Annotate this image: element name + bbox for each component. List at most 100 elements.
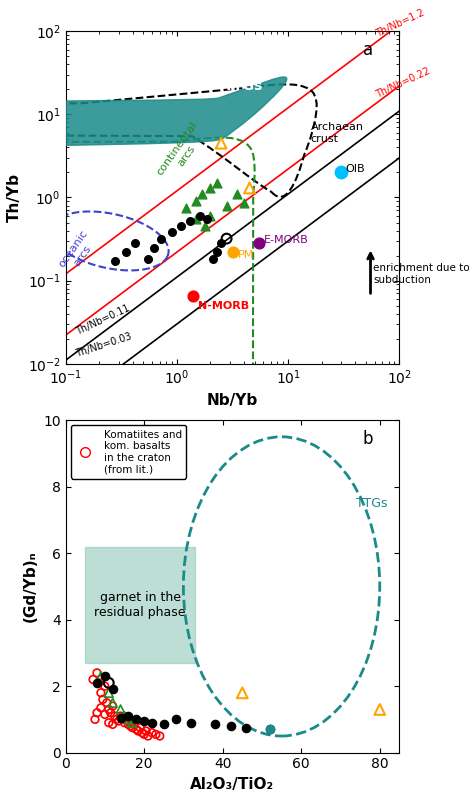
Text: a: a xyxy=(363,42,373,59)
Text: Th/Nb=1.2: Th/Nb=1.2 xyxy=(375,8,427,39)
Point xyxy=(113,713,120,725)
Point xyxy=(97,702,105,714)
Point xyxy=(187,717,195,729)
Point xyxy=(105,686,112,699)
Point xyxy=(135,725,142,737)
Text: Th/Nb=0.22: Th/Nb=0.22 xyxy=(375,66,432,99)
Y-axis label: Th/Yb: Th/Yb xyxy=(7,173,22,222)
Point xyxy=(199,188,206,201)
Point xyxy=(172,713,179,725)
Point xyxy=(182,201,190,214)
Point xyxy=(109,683,117,696)
Point xyxy=(192,195,200,208)
Point xyxy=(213,177,221,189)
Point xyxy=(97,686,105,699)
Point xyxy=(209,253,217,266)
Point xyxy=(117,703,124,716)
Point xyxy=(132,713,140,725)
Point xyxy=(201,220,209,233)
Point xyxy=(144,253,152,266)
Text: TTGs: TTGs xyxy=(356,497,388,510)
Text: PM: PM xyxy=(237,250,254,260)
Point xyxy=(266,722,273,735)
Point xyxy=(107,706,115,719)
Point xyxy=(376,703,383,716)
Legend: Komatiites and
kom. basalts
in the craton
(from lit.): Komatiites and kom. basalts in the crato… xyxy=(71,425,186,479)
Point xyxy=(238,686,246,699)
Point xyxy=(131,237,139,250)
Point xyxy=(128,717,136,729)
Point xyxy=(140,714,148,727)
Point xyxy=(128,721,136,734)
X-axis label: Nb/Yb: Nb/Yb xyxy=(207,393,258,407)
Point xyxy=(196,209,203,222)
Point xyxy=(138,726,146,739)
Point xyxy=(103,697,110,710)
Point xyxy=(266,722,273,735)
Point xyxy=(207,209,214,222)
Point xyxy=(105,677,112,690)
Point xyxy=(121,717,128,729)
Point xyxy=(213,246,221,259)
Point xyxy=(234,188,241,201)
Point xyxy=(125,713,132,725)
Point xyxy=(148,726,156,739)
Point xyxy=(111,255,119,268)
Text: E-MORB: E-MORB xyxy=(264,236,309,245)
Point xyxy=(118,713,126,725)
Point xyxy=(337,166,345,179)
Point xyxy=(203,213,210,225)
Point xyxy=(229,246,237,259)
Point xyxy=(160,718,167,731)
Point xyxy=(101,680,109,693)
Point xyxy=(122,246,130,259)
Point xyxy=(207,181,214,194)
Ellipse shape xyxy=(0,77,287,176)
Point xyxy=(223,199,230,212)
Text: oceanic
arcs: oceanic arcs xyxy=(57,229,100,276)
Text: N-MORB: N-MORB xyxy=(198,301,249,311)
Point xyxy=(137,721,144,734)
Point xyxy=(227,720,234,733)
Point xyxy=(140,728,148,741)
Point xyxy=(189,290,197,303)
Text: enrichment due to
subduction: enrichment due to subduction xyxy=(373,263,470,284)
Point xyxy=(168,226,175,239)
Point xyxy=(123,711,130,724)
Text: Archaean
crust: Archaean crust xyxy=(311,122,364,144)
Point xyxy=(121,710,128,722)
Point xyxy=(192,213,200,225)
Point xyxy=(223,233,230,245)
Point xyxy=(125,710,132,722)
Point xyxy=(152,728,160,741)
Point xyxy=(111,710,118,722)
Point xyxy=(89,673,97,686)
Point xyxy=(217,237,225,250)
Point xyxy=(105,717,112,729)
Point xyxy=(109,697,117,710)
Point xyxy=(95,677,103,690)
Point xyxy=(127,720,134,733)
FancyBboxPatch shape xyxy=(85,547,195,663)
Point xyxy=(132,723,140,736)
Point xyxy=(99,693,107,706)
Text: continental
arcs: continental arcs xyxy=(155,121,209,185)
Point xyxy=(117,710,124,722)
Y-axis label: (Gd/Yb)ₙ: (Gd/Yb)ₙ xyxy=(22,551,37,622)
Point xyxy=(148,717,156,729)
Point xyxy=(186,215,193,228)
Point xyxy=(115,714,122,727)
Text: Th/Nb=0.03: Th/Nb=0.03 xyxy=(74,332,133,359)
Point xyxy=(242,721,250,734)
Text: OIB: OIB xyxy=(346,165,365,174)
Text: Th/Nb=0.11: Th/Nb=0.11 xyxy=(74,304,132,337)
Point xyxy=(142,725,150,737)
Point xyxy=(144,729,152,742)
Point xyxy=(93,677,101,690)
Point xyxy=(211,718,219,731)
Point xyxy=(101,708,109,721)
Point xyxy=(117,711,124,724)
Point xyxy=(93,706,101,719)
Point xyxy=(109,718,117,731)
Point xyxy=(91,713,99,725)
